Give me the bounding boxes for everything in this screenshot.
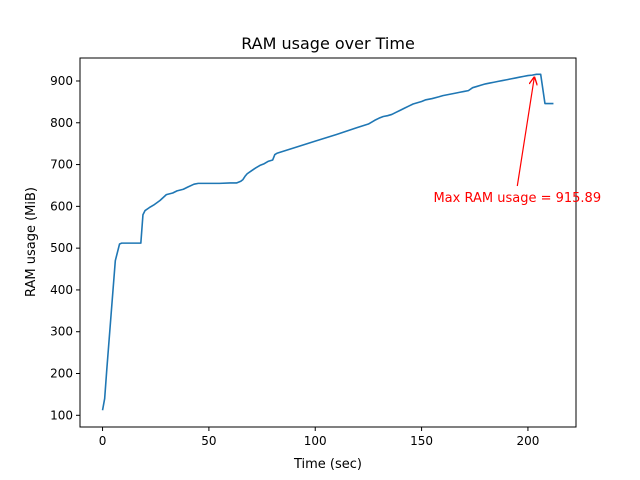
chart-title: RAM usage over Time [241,34,415,53]
x-tick-label: 50 [201,434,216,448]
y-tick-label: 900 [50,74,73,88]
x-tick-label: 200 [516,434,539,448]
x-tick-label: 100 [304,434,327,448]
x-tick-label: 0 [99,434,107,448]
annotation-arrow [516,77,534,187]
y-tick-label: 500 [50,241,73,255]
y-axis-label: RAM usage (MiB) [24,187,39,297]
y-tick-label: 400 [50,283,73,297]
plot-frame [79,57,577,428]
y-axis: 100 200 300 400 500 600 700 800 900 [50,74,80,422]
x-axis: 0 50 100 150 200 [99,427,539,448]
x-axis-label: Time (sec) [293,457,362,472]
annotation-label: Max RAM usage = 915.89 [433,191,601,206]
plot-area [101,73,554,411]
y-tick-label: 700 [50,158,73,172]
y-tick-label: 800 [50,116,73,130]
y-tick-label: 200 [50,367,73,381]
y-tick-label: 600 [50,199,73,213]
y-tick-label: 300 [50,325,73,339]
series-line-0 [101,73,554,411]
y-tick-label: 100 [50,408,73,422]
x-tick-label: 150 [410,434,433,448]
